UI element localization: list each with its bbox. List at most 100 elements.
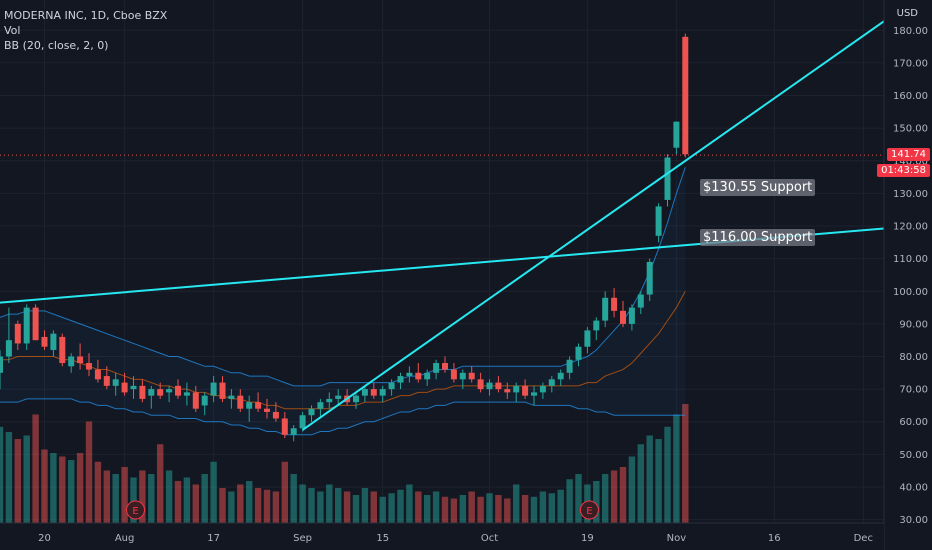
- price-tick-label: 50.00: [899, 450, 928, 461]
- candle-body[interactable]: [682, 36, 689, 155]
- candle-body[interactable]: [468, 372, 475, 380]
- candle-body[interactable]: [237, 395, 244, 409]
- candle-body[interactable]: [175, 385, 181, 396]
- candle-body[interactable]: [41, 336, 48, 347]
- volume-bar: [432, 491, 440, 523]
- candle-body[interactable]: [59, 336, 66, 364]
- candle-body[interactable]: [513, 385, 520, 393]
- candle-body[interactable]: [246, 402, 253, 409]
- earnings-marker-icon[interactable]: [579, 500, 599, 520]
- candle-body[interactable]: [317, 402, 324, 409]
- candle-body[interactable]: [94, 369, 101, 380]
- candle-body[interactable]: [593, 320, 600, 331]
- candle-body[interactable]: [442, 363, 448, 370]
- candle-body[interactable]: [272, 411, 279, 419]
- candle-body[interactable]: [370, 389, 377, 396]
- candle-body[interactable]: [281, 418, 288, 435]
- candle-body[interactable]: [32, 307, 39, 341]
- candle-body[interactable]: [620, 310, 626, 324]
- candle-body[interactable]: [50, 333, 57, 350]
- support-annotation-130[interactable]: $130.55 Support: [700, 179, 816, 196]
- volume-indicator-label[interactable]: Vol: [4, 24, 21, 37]
- candle-body[interactable]: [139, 385, 146, 399]
- candle-body[interactable]: [335, 395, 342, 399]
- earnings-marker-icon[interactable]: [126, 500, 145, 520]
- candle-body[interactable]: [486, 382, 493, 390]
- candle-body[interactable]: [290, 428, 297, 435]
- symbol-title[interactable]: MODERNA INC, 1D, Cboe BZX: [4, 9, 168, 22]
- candle-body[interactable]: [166, 389, 173, 393]
- candle-body[interactable]: [5, 340, 12, 357]
- candle-body[interactable]: [255, 402, 262, 409]
- candle-body[interactable]: [183, 392, 190, 396]
- candle-body[interactable]: [103, 376, 110, 386]
- candle-body[interactable]: [504, 389, 511, 393]
- candle-body[interactable]: [584, 330, 591, 347]
- candle-body[interactable]: [664, 157, 671, 200]
- candle-body[interactable]: [611, 297, 618, 311]
- candle-body[interactable]: [228, 395, 235, 399]
- candle-body[interactable]: [210, 382, 217, 396]
- volume-bar: [557, 489, 564, 523]
- candle-body[interactable]: [575, 346, 582, 360]
- candle-body[interactable]: [495, 382, 502, 390]
- candle-body[interactable]: [388, 382, 395, 390]
- trendline-2[interactable]: [302, 9, 900, 431]
- candle-body[interactable]: [548, 379, 555, 386]
- candle-body[interactable]: [148, 389, 155, 396]
- candle-body[interactable]: [646, 261, 653, 295]
- candle-body[interactable]: [531, 392, 537, 396]
- candle-body[interactable]: [424, 372, 431, 380]
- candle-body[interactable]: [628, 307, 635, 324]
- candle-body[interactable]: [361, 389, 368, 396]
- volume-bar: [85, 421, 93, 523]
- candle-body[interactable]: [655, 206, 662, 236]
- volume-bar: [50, 453, 57, 523]
- time-axis[interactable]: [0, 523, 884, 550]
- support-annotation-116[interactable]: $116.00 Support: [700, 229, 816, 246]
- candle-body[interactable]: [14, 323, 21, 344]
- candle-body[interactable]: [415, 372, 422, 380]
- candle-body[interactable]: [0, 356, 3, 373]
- candle-body[interactable]: [121, 382, 128, 393]
- volume-bar: [165, 470, 173, 523]
- candle-body[interactable]: [459, 372, 466, 380]
- volume-bar: [379, 496, 386, 523]
- candle-body[interactable]: [201, 395, 208, 406]
- candle-body[interactable]: [637, 294, 644, 308]
- bb-lower-line: [0, 398, 686, 436]
- candle-body[interactable]: [522, 385, 529, 396]
- volume-bar: [530, 496, 538, 523]
- candle-body[interactable]: [353, 395, 359, 403]
- candle-body[interactable]: [308, 408, 315, 416]
- candle-body[interactable]: [397, 376, 404, 383]
- candle-body[interactable]: [477, 379, 484, 390]
- candle-body[interactable]: [379, 389, 386, 396]
- candle-body[interactable]: [566, 359, 573, 373]
- candle-body[interactable]: [68, 356, 75, 367]
- candle-body[interactable]: [539, 385, 546, 393]
- candle-body[interactable]: [77, 356, 84, 364]
- candle-body[interactable]: [602, 297, 609, 321]
- trendline-1[interactable]: [0, 215, 932, 304]
- candle-body[interactable]: [406, 372, 413, 377]
- candle-body[interactable]: [673, 121, 680, 148]
- candle-body[interactable]: [264, 408, 270, 412]
- volume-bar: [619, 467, 627, 523]
- price-axis[interactable]: [884, 0, 932, 550]
- candle-body[interactable]: [450, 369, 457, 380]
- candle-body[interactable]: [192, 392, 199, 409]
- bollinger-bands-label[interactable]: BB (20, close, 2, 0): [4, 39, 109, 52]
- candle-body[interactable]: [157, 389, 164, 396]
- candle-body[interactable]: [326, 398, 333, 403]
- candle-body[interactable]: [86, 363, 92, 370]
- candle-body[interactable]: [23, 307, 30, 344]
- candle-body[interactable]: [112, 379, 119, 386]
- candle-body[interactable]: [299, 415, 306, 429]
- candle-body[interactable]: [433, 363, 440, 373]
- candle-body[interactable]: [219, 382, 226, 399]
- candle-body[interactable]: [557, 372, 564, 380]
- candle-body[interactable]: [130, 385, 137, 390]
- time-tick-label: 19: [581, 533, 594, 544]
